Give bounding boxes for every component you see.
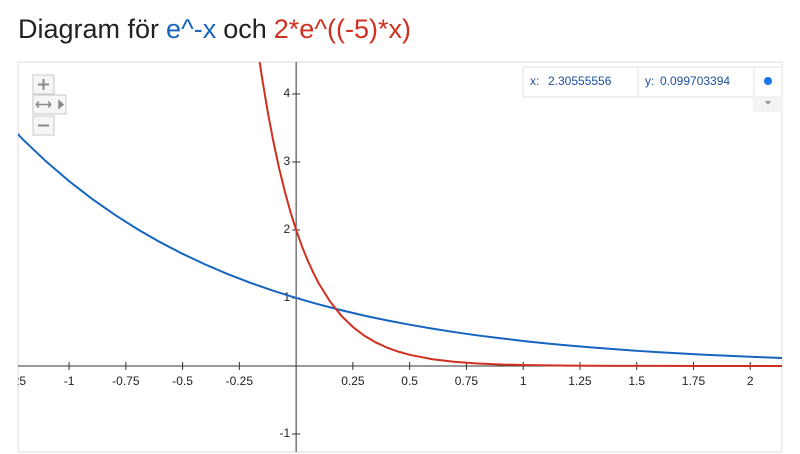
title-text: Diagram för xyxy=(18,14,160,44)
x-tick-label: -0.5 xyxy=(172,374,193,388)
plus-icon xyxy=(38,79,49,90)
readout-y-label: y: xyxy=(645,74,654,88)
pan-icon xyxy=(35,99,65,110)
x-tick-label: 1.5 xyxy=(628,374,645,388)
y-tick-label: 3 xyxy=(283,154,290,168)
y-tick-label: 2 xyxy=(283,222,290,236)
title-text: och xyxy=(223,14,267,44)
readout-x: 2.30555556 xyxy=(548,74,612,88)
readout: x: 2.30555556 y: 0.099703394 xyxy=(522,66,783,112)
chart-title: Diagram för e^-x och 2*e^((-5)*x) xyxy=(18,14,418,45)
series-line xyxy=(258,62,782,367)
x-tick-label: -1 xyxy=(64,374,75,388)
y-tick-label: -1 xyxy=(279,426,290,440)
series-dot xyxy=(764,77,772,85)
x-tick-label: 0.75 xyxy=(455,374,479,388)
x-tick-label: 1 xyxy=(520,374,527,388)
x-tick-label: 1.25 xyxy=(568,374,592,388)
title-series: 2*e^((-5)*x) xyxy=(273,14,411,44)
dropdown-arrow xyxy=(765,101,771,105)
readout-box xyxy=(522,66,783,98)
x-tick-label: -0.75 xyxy=(112,374,140,388)
readout-x-label: x: xyxy=(530,74,539,88)
x-tick-label: -1.25 xyxy=(0,374,26,388)
readout-y: 0.099703394 xyxy=(660,74,730,88)
zoom-controls[interactable] xyxy=(32,74,67,136)
x-tick-label: 0.5 xyxy=(401,374,418,388)
x-tick-label: 1.75 xyxy=(682,374,706,388)
y-tick-label: 1 xyxy=(283,290,290,304)
x-tick-label: 0.25 xyxy=(341,374,365,388)
x-tick-label: -0.25 xyxy=(226,374,254,388)
y-tick-label: 4 xyxy=(283,86,290,100)
x-tick-label: 2 xyxy=(747,374,754,388)
plot-area xyxy=(17,61,783,453)
title-series: e^-x xyxy=(166,14,217,44)
series-line xyxy=(18,132,782,359)
